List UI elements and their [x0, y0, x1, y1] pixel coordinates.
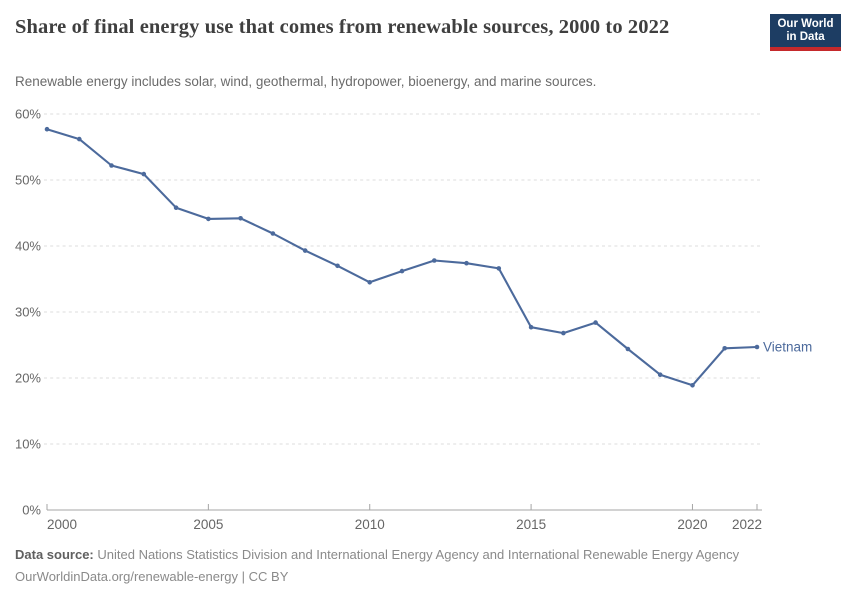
- data-source-label: Data source:: [15, 547, 94, 562]
- chart-title: Share of final energy use that comes fro…: [15, 16, 670, 38]
- x-axis-label: 2022: [732, 517, 762, 532]
- x-axis-label: 2020: [677, 517, 707, 532]
- x-axis-label: 2000: [47, 517, 77, 532]
- logo-line2: in Data: [786, 31, 825, 43]
- y-axis-label: 0%: [22, 503, 41, 518]
- x-axis-label: 2015: [516, 517, 546, 532]
- data-source-text: United Nations Statistics Division and I…: [97, 547, 740, 562]
- y-axis-label: 50%: [15, 173, 41, 188]
- data-point: [302, 248, 308, 253]
- data-point: [496, 266, 502, 271]
- data-point: [238, 216, 243, 221]
- attribution: OurWorldinData.org/renewable-energy | CC…: [15, 568, 289, 584]
- data-point: [335, 263, 340, 269]
- series-end-label: Vietnam: [763, 339, 812, 354]
- gridlines: [44, 113, 762, 445]
- data-point: [754, 344, 760, 350]
- data-point: [77, 136, 82, 142]
- data-point: [206, 216, 211, 222]
- data-point: [561, 330, 566, 336]
- line-chart: 0% 10% 20% 30% 40% 50% 60% 2000 2005 2010 2015 2020…: [15, 107, 812, 533]
- data-point: [270, 231, 276, 236]
- data-point: [625, 346, 631, 352]
- data-source-line: Data source: United Nations Statistics D…: [15, 544, 835, 566]
- y-axis-label: 60%: [15, 107, 41, 122]
- logo-line1: Our World: [777, 18, 834, 30]
- x-axis-labels: 2000 2005 2010 2015 2020 2022: [47, 517, 762, 532]
- data-point: [399, 268, 405, 274]
- y-axis-label: 40%: [15, 239, 41, 254]
- data-point: [690, 383, 695, 388]
- data-point: [141, 171, 147, 177]
- y-axis-labels: 0% 10% 20% 30% 40% 50% 60%: [15, 107, 41, 518]
- series-line-vietnam: [45, 128, 759, 387]
- data-point: [173, 205, 179, 210]
- data-point: [593, 320, 598, 325]
- data-point: [44, 126, 50, 132]
- data-point: [528, 324, 534, 330]
- data-point: [657, 372, 663, 378]
- data-point: [464, 260, 469, 266]
- chart-footer: Data source: United Nations Statistics D…: [15, 544, 835, 587]
- data-point: [722, 346, 727, 351]
- chart-subtitle: Renewable energy includes solar, wind, g…: [15, 74, 597, 89]
- data-point: [432, 258, 437, 263]
- data-point: [367, 280, 373, 285]
- x-axis-label: 2005: [193, 517, 223, 532]
- y-axis-label: 30%: [15, 305, 41, 320]
- y-axis-label: 10%: [15, 437, 41, 452]
- owid-logo: Our World in Data: [770, 14, 841, 51]
- x-axis-ticks: [46, 504, 758, 510]
- data-point: [109, 163, 114, 168]
- x-axis-label: 2010: [355, 517, 385, 532]
- y-axis-label: 20%: [15, 371, 41, 386]
- data-points: [44, 126, 760, 388]
